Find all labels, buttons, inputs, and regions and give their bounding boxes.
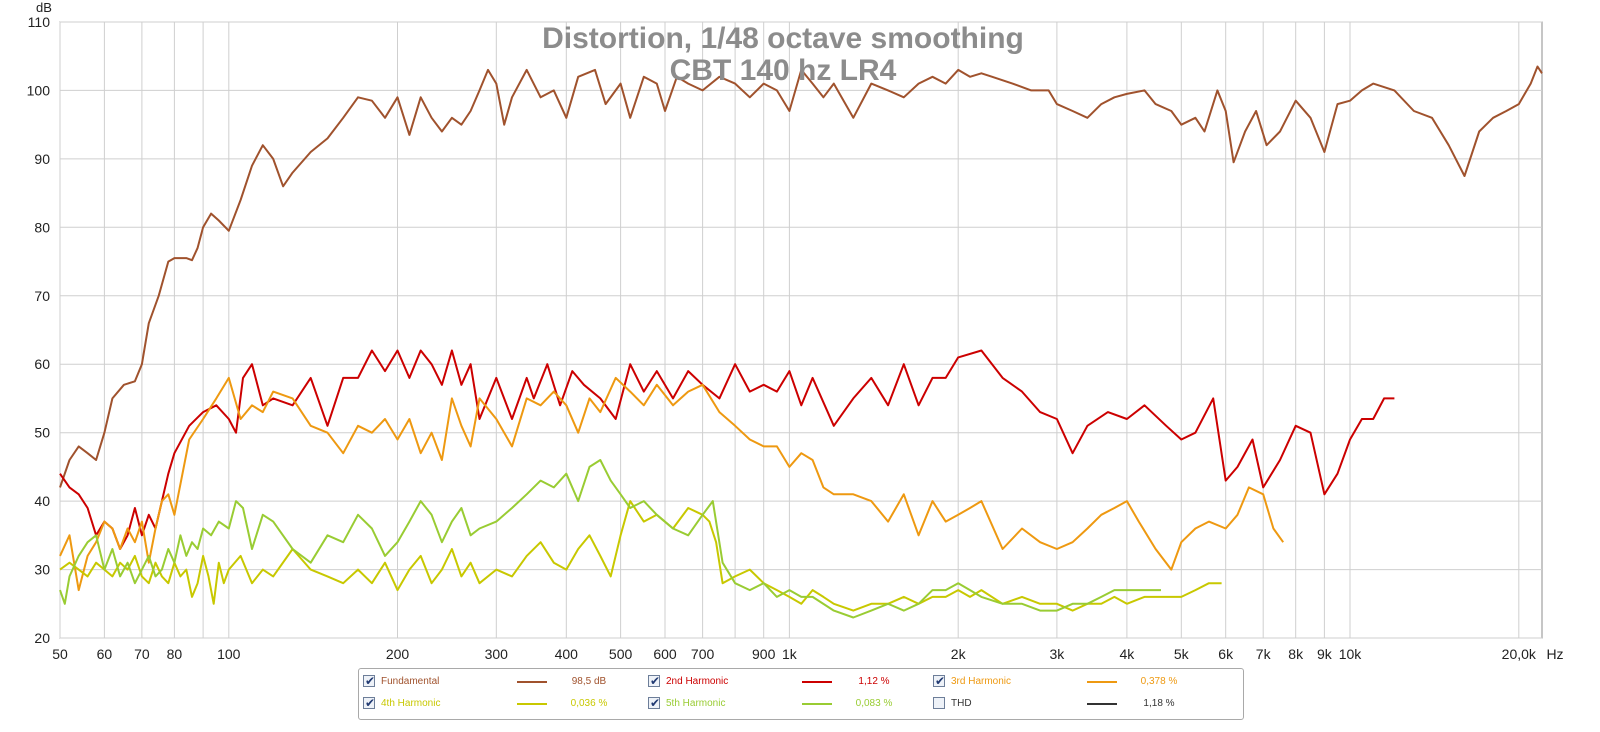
x-tick-label: 3k xyxy=(1050,646,1066,662)
legend-item-4th-harmonic: ✔ 4th Harmonic 0,036 % xyxy=(359,693,649,715)
4th-harmonic-checkbox[interactable]: ✔ xyxy=(363,696,376,710)
grid xyxy=(59,21,1542,639)
legend-line-swatch xyxy=(1087,681,1117,683)
x-tick-label: 2k xyxy=(951,646,967,662)
y-tick-label: 110 xyxy=(28,14,51,30)
y-tick-label: 40 xyxy=(34,493,50,509)
x-tick-label: 8k xyxy=(1288,646,1304,662)
legend-line-swatch xyxy=(517,681,547,683)
legend-label: 5th Harmonic xyxy=(666,698,726,709)
x-tick-label: 20,0k xyxy=(1502,646,1537,662)
y-tick-label: 20 xyxy=(34,630,50,646)
legend-item-2nd-harmonic: ✔ 2nd Harmonic 1,12 % xyxy=(644,671,934,693)
x-tick-label: 10k xyxy=(1339,646,1363,662)
x-tick-label: 200 xyxy=(386,646,410,662)
legend-value: 0,378 % xyxy=(1140,676,1178,687)
fundamental-checkbox[interactable]: ✔ xyxy=(363,674,376,688)
y-tick-label: 80 xyxy=(34,219,50,235)
legend-label: THD xyxy=(951,698,972,709)
thd-checkbox[interactable] xyxy=(933,697,945,709)
legend-label: Fundamental xyxy=(381,676,440,687)
checkmark-icon: ✔ xyxy=(649,696,661,710)
x-tick-label: 4k xyxy=(1120,646,1136,662)
y-axis-label: dB xyxy=(36,0,52,15)
x-axis-unit: Hz xyxy=(1546,646,1563,662)
series-lines xyxy=(59,65,1543,619)
checkmark-icon: ✔ xyxy=(364,674,376,688)
series-line-5th-harmonic xyxy=(59,459,1161,619)
legend-row-1: ✔ Fundamental 98,5 dB ✔ 2nd Harmonic 1,1… xyxy=(359,671,1243,693)
x-tick-label: 80 xyxy=(167,646,183,662)
x-tick-label: 500 xyxy=(609,646,633,662)
chart-subtitle: CBT 140 hz LR4 xyxy=(670,54,897,87)
legend-label: 4th Harmonic xyxy=(381,698,441,709)
y-tick-label: 50 xyxy=(34,425,50,441)
checkmark-icon: ✔ xyxy=(649,674,661,688)
legend-value: 0,083 % xyxy=(855,698,893,709)
legend-item-thd: THD 1,18 % xyxy=(929,693,1219,715)
y-tick-label: 100 xyxy=(27,82,51,98)
x-tick-label: 1k xyxy=(782,646,798,662)
x-tick-label: 600 xyxy=(653,646,677,662)
legend-item-3rd-harmonic: ✔ 3rd Harmonic 0,378 % xyxy=(929,671,1219,693)
legend-label: 3rd Harmonic xyxy=(951,676,1012,687)
2nd-harmonic-checkbox[interactable]: ✔ xyxy=(648,674,661,688)
x-tick-label: 900 xyxy=(752,646,776,662)
x-tick-label: 6k xyxy=(1218,646,1234,662)
legend-value: 1,12 % xyxy=(858,676,890,687)
chart-title: Distortion, 1/48 octave smoothing xyxy=(542,22,1024,55)
x-tick-label: 60 xyxy=(97,646,113,662)
series-line-3rd-harmonic xyxy=(59,376,1285,592)
x-tick-label: 700 xyxy=(691,646,715,662)
distortion-chart: 20 30 40 50 60 70 80 90 100 110 50 60 70 80 100 200 300 4… xyxy=(27,0,1564,662)
checkmark-icon: ✔ xyxy=(364,696,376,710)
legend: ✔ Fundamental 98,5 dB ✔ 2nd Harmonic 1,1… xyxy=(358,668,1244,720)
x-tick-label: 7k xyxy=(1256,646,1272,662)
checkmark-icon: ✔ xyxy=(934,674,946,688)
series-line-fundamental xyxy=(59,65,1543,488)
legend-line-swatch xyxy=(1087,703,1117,705)
legend-value: 1,18 % xyxy=(1143,698,1175,709)
series-line-2nd-harmonic xyxy=(59,349,1395,550)
legend-label: 2nd Harmonic xyxy=(666,676,729,687)
5th-harmonic-checkbox[interactable]: ✔ xyxy=(648,696,661,710)
y-tick-label: 70 xyxy=(34,288,50,304)
x-tick-label: 9k xyxy=(1317,646,1333,662)
x-tick-label: 70 xyxy=(134,646,150,662)
plot-area xyxy=(59,21,1543,639)
legend-item-5th-harmonic: ✔ 5th Harmonic 0,083 % xyxy=(644,693,934,715)
axes: 20 30 40 50 60 70 80 90 100 110 50 60 70 80 100 200 300 4… xyxy=(27,14,1537,662)
legend-line-swatch xyxy=(802,681,832,683)
x-tick-label: 50 xyxy=(52,646,68,662)
y-tick-label: 90 xyxy=(34,151,50,167)
legend-value: 0,036 % xyxy=(570,698,608,709)
y-tick-label: 60 xyxy=(34,356,50,372)
y-tick-label: 30 xyxy=(34,562,50,578)
3rd-harmonic-checkbox[interactable]: ✔ xyxy=(933,674,946,688)
x-tick-label: 100 xyxy=(217,646,241,662)
legend-value: 98,5 dB xyxy=(571,676,607,687)
legend-line-swatch xyxy=(517,703,547,705)
legend-line-swatch xyxy=(802,703,832,705)
x-tick-label: 5k xyxy=(1174,646,1190,662)
x-tick-label: 400 xyxy=(555,646,579,662)
legend-item-fundamental: ✔ Fundamental 98,5 dB xyxy=(359,671,649,693)
legend-row-2: ✔ 4th Harmonic 0,036 % ✔ 5th Harmonic 0,… xyxy=(359,693,1243,715)
series-line-4th-harmonic xyxy=(59,500,1222,612)
x-tick-label: 300 xyxy=(485,646,509,662)
